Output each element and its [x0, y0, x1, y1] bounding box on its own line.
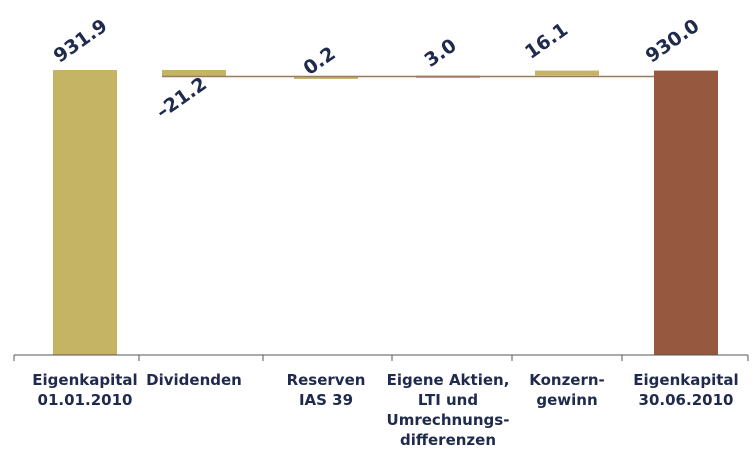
category-label-0: Eigenkapital 01.01.2010 — [32, 371, 137, 409]
bar-4 — [535, 70, 599, 76]
bars-group — [53, 70, 718, 356]
bar-5 — [654, 70, 718, 356]
value-label-3: 3.0 — [420, 34, 460, 71]
value-labels-group: 931.9 –21.2 0.2 3.0 16.1 930.0 — [50, 15, 704, 123]
category-label-1: Dividenden — [146, 371, 242, 389]
category-label-3: Eigene Aktien, LTI und Umrechnungs-differe… — [387, 371, 510, 449]
value-label-4: 16.1 — [521, 19, 572, 64]
category-label-5: Eigenkapital 30.06.2010 — [633, 371, 738, 409]
value-label-2: 0.2 — [299, 42, 339, 79]
category-label-4: Konzern-gewinn — [529, 371, 605, 409]
bar-2 — [294, 76, 358, 79]
x-axis-ticks — [13, 355, 749, 361]
category-labels-group: Eigenkapital 01.01.2010 Dividenden Reserven… — [32, 371, 738, 449]
value-label-5: 930.0 — [642, 15, 704, 67]
value-label-1: –21.2 — [152, 73, 211, 123]
value-label-0: 931.9 — [50, 15, 112, 67]
category-label-2: Reserven IAS 39 — [287, 371, 366, 409]
bar-1 — [162, 70, 226, 77]
bar-0 — [53, 70, 117, 355]
